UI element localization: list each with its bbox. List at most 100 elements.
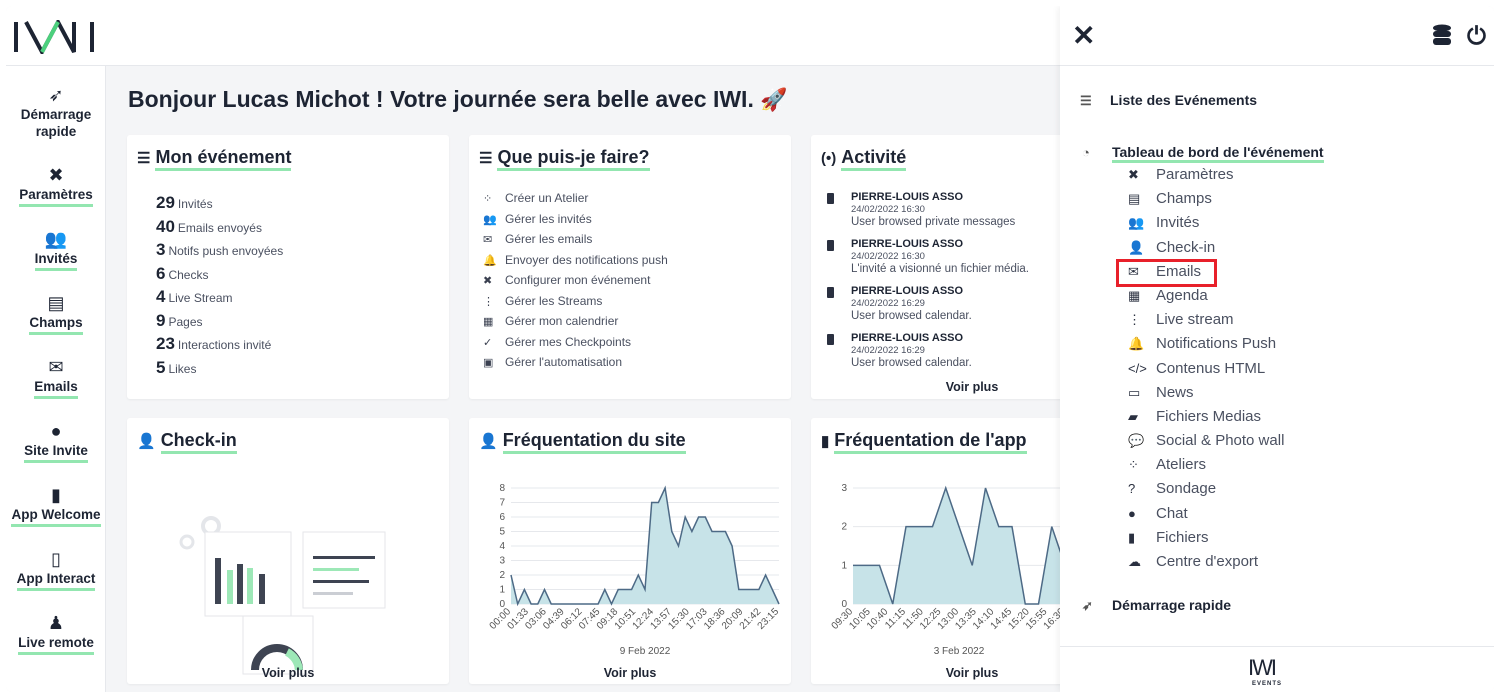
database-icon: ☰ [137, 150, 151, 167]
submenu-sondage[interactable]: ? Sondage [1128, 480, 1284, 504]
submenu-fichiers-medias[interactable]: ▰ Fichiers Medias [1128, 408, 1284, 432]
todo-item-streams[interactable]: ⋮ Gérer les Streams [483, 294, 668, 315]
todo-item-emails[interactable]: ✉ Gérer les emails [483, 232, 668, 253]
activity-date: 24/02/2022 16:30 [851, 204, 925, 215]
list-icon: ☰ [479, 150, 493, 167]
card-title: (•) Activité [821, 147, 907, 171]
todo-item-config[interactable]: ✖ Configurer mon événement [483, 273, 668, 294]
iwi-events-logo: IWI EVENTS [1248, 655, 1281, 687]
sidebar-item-label: App Welcome [11, 506, 101, 527]
stat-value: 40 [156, 216, 175, 236]
y-tick-label: 8 [499, 483, 505, 494]
activity-user: PIERRE-LOUIS ASSO [851, 285, 964, 297]
todo-item-automatisation[interactable]: ▣ Gérer l'automatisation [483, 355, 668, 376]
greeting-text: Bonjour Lucas Michot ! Votre journée ser… [128, 86, 754, 112]
nav-demarrage-rapide[interactable]: ➶ Démarrage rapide [1082, 597, 1231, 614]
submenu-label: Fichiers [1156, 528, 1209, 546]
close-icon[interactable]: ✕ [1072, 20, 1096, 51]
power-icon[interactable]: ⏻ [1467, 23, 1486, 50]
database-icon[interactable] [1432, 24, 1452, 48]
robot-icon: ▣ [483, 357, 494, 369]
card-title-text[interactable]: Que puis-je faire? [497, 147, 650, 171]
activity-message: User browsed private messages [851, 216, 1016, 228]
submenu-live-stream[interactable]: ⋮ Live stream [1128, 311, 1284, 335]
card-check-in: 👤 Check-in Voir plus [127, 418, 449, 684]
todo-item-invites[interactable]: 👥 Gérer les invités [483, 212, 668, 233]
share-icon: ⁘ [483, 193, 493, 205]
submenu-social-photo-wall[interactable]: 💬 Social & Photo wall [1128, 432, 1284, 456]
sidebar-item-champs[interactable]: ▤ Champs [6, 292, 106, 335]
submenu-champs[interactable]: ▤ Champs [1128, 190, 1284, 214]
submenu-emails[interactable]: ✉ Emails [1116, 258, 1284, 287]
app-traffic-chart: 012309:3010:0510:4011:1511:5012:2513:001… [830, 483, 1067, 657]
sidebar-item-label: Champs [29, 314, 83, 335]
tools-icon: ✖ [48, 165, 64, 185]
tools-icon: ✖ [1128, 167, 1139, 182]
submenu-fichiers[interactable]: ▮ Fichiers [1128, 529, 1284, 553]
y-tick-label: 2 [841, 522, 847, 533]
y-tick-label: 7 [499, 498, 505, 509]
todo-item-atelier[interactable]: ⁘ Créer un Atelier [483, 191, 668, 212]
stat-row: 3 Notifs push envoyées [156, 240, 283, 264]
sidebar-item-demarrage-rapide[interactable]: ➶ Démarrage rapide [6, 84, 106, 141]
sidebar-item-site-invite[interactable]: ● Site Invite [6, 420, 106, 463]
form-icon: ▤ [47, 293, 65, 313]
stat-value: 4 [156, 287, 166, 306]
card-title-text[interactable]: Check-in [160, 430, 237, 454]
submenu-invites[interactable]: 👥 Invités [1128, 214, 1284, 238]
todo-label: Envoyer des notifications push [505, 252, 668, 267]
tools-icon: ✖ [483, 275, 493, 287]
sidebar-item-invites[interactable]: 👥 Invités [6, 228, 106, 271]
dashboard-icon: ◔ [1082, 145, 1090, 160]
card-title-text[interactable]: Fréquentation du site [502, 430, 686, 454]
voir-plus-link[interactable]: Voir plus [261, 666, 315, 680]
todo-item-push[interactable]: 🔔 Envoyer des notifications push [483, 253, 668, 274]
submenu-notifications-push[interactable]: 🔔 Notifications Push [1128, 335, 1284, 359]
folder-icon: ▰ [1128, 408, 1138, 424]
submenu-ateliers[interactable]: ⁘ Ateliers [1128, 456, 1284, 480]
submenu-parametres[interactable]: ✖ Paramètres [1128, 166, 1284, 190]
submenu-check-in[interactable]: 👤 Check-in [1128, 239, 1284, 263]
submenu-centre-export[interactable]: ☁ Centre d'export [1128, 553, 1284, 577]
stat-row: 29 Invités [156, 193, 283, 217]
app-frame: ➶ Démarrage rapide ✖ Paramètres 👥 Invité… [6, 6, 1494, 692]
sidebar-item-label: App Interact [16, 570, 96, 591]
voir-plus-link[interactable]: Voir plus [603, 666, 657, 680]
submenu-chat[interactable]: ● Chat [1128, 505, 1284, 529]
broadcast-icon: (•) [821, 150, 837, 167]
stat-row: 40 Emails envoyés [156, 217, 283, 241]
voir-plus-link[interactable]: Voir plus [945, 666, 999, 680]
iwi-logo[interactable] [12, 17, 98, 64]
sidebar-item-app-welcome[interactable]: ▮ App Welcome [6, 484, 106, 527]
rocket-icon: ➶ [1082, 598, 1093, 613]
list-icon: ☰ [1080, 93, 1092, 108]
todo-item-checkpoints[interactable]: ✓ Gérer mes Checkpoints [483, 335, 668, 356]
submenu-label: News [1156, 383, 1194, 401]
sidebar-item-parametres[interactable]: ✖ Paramètres [6, 164, 106, 207]
nav-tableau-de-bord[interactable]: ◔ Tableau de bord de l'événement [1082, 144, 1324, 163]
y-tick-label: 2 [499, 570, 505, 581]
top-bar [6, 6, 1060, 66]
stat-label: Interactions invité [177, 338, 272, 352]
card-title-text[interactable]: Mon événement [155, 147, 292, 171]
voir-plus-link[interactable]: Voir plus [945, 380, 999, 394]
file-icon: ▮ [1128, 529, 1136, 545]
sidebar-item-app-interact[interactable]: ▯ App Interact [6, 548, 106, 591]
card-title-text[interactable]: Activité [841, 147, 907, 171]
stats-list: 29 Invités 40 Emails envoyés 3 Notifs push … [156, 193, 283, 381]
card-title-text[interactable]: Fréquentation de l'app [834, 430, 1027, 454]
rocket-icon: ➶ [48, 85, 64, 105]
y-tick-label: 4 [499, 541, 505, 552]
card-title: ☰ Mon événement [137, 147, 292, 171]
submenu-label: Invités [1156, 214, 1200, 232]
sidebar-item-live-remote[interactable]: ♟ Live remote [6, 612, 106, 655]
todo-item-calendrier[interactable]: ▦ Gérer mon calendrier [483, 314, 668, 335]
dashboard-submenu: ✖ Paramètres ▤ Champs 👥 Invités 👤 Check-in ✉… [1116, 166, 1284, 577]
submenu-contenus-html[interactable]: </> Contenus HTML [1128, 360, 1284, 384]
card-activite: (•) Activité PIERRE-LOUIS ASSO 24/02/2022… [811, 135, 1067, 399]
submenu-news[interactable]: ▭ News [1128, 384, 1284, 408]
nav-liste-evenements[interactable]: ☰ Liste des Evénements [1080, 92, 1257, 109]
sidebar-item-emails[interactable]: ✉ Emails [6, 356, 106, 399]
submenu-label: Contenus HTML [1156, 359, 1266, 377]
submenu-agenda[interactable]: ▦ Agenda [1128, 287, 1284, 311]
